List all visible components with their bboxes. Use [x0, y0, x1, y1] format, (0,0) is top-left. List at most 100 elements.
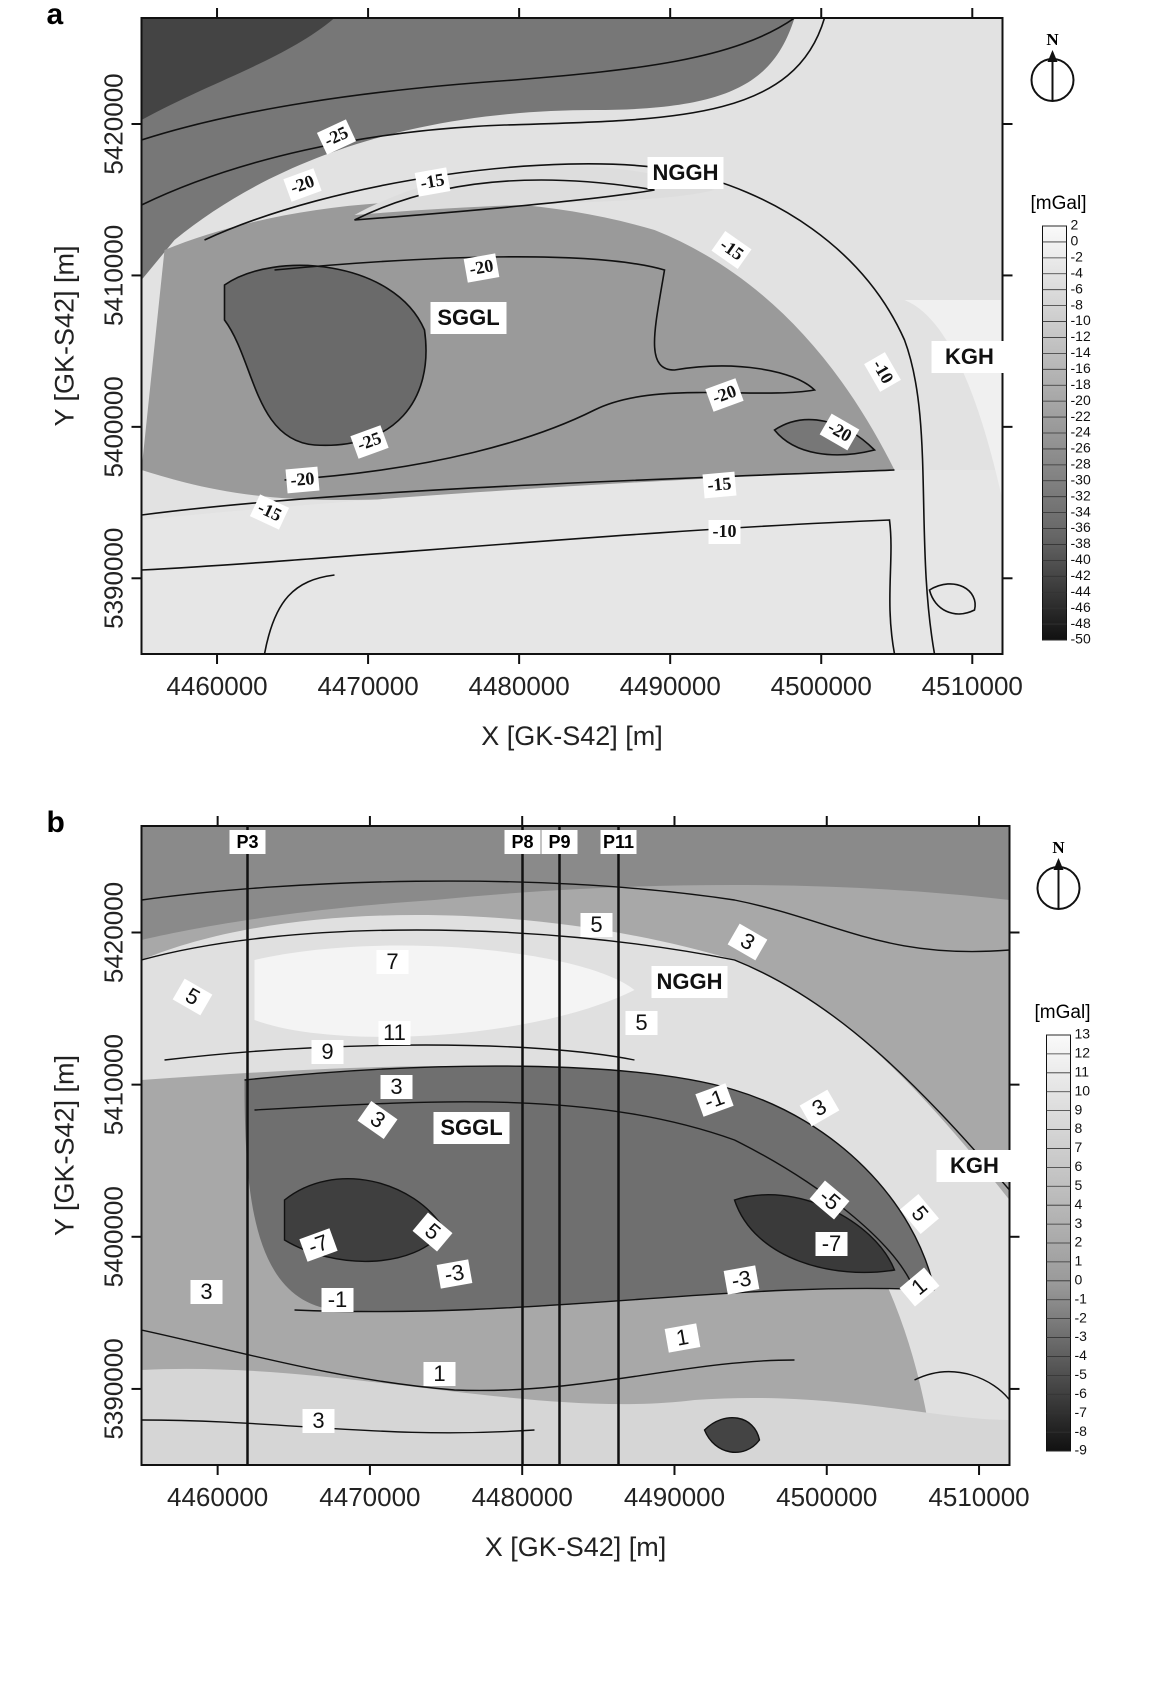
panel-label: b: [47, 806, 65, 839]
colorbar-tick-label: -26: [1071, 440, 1091, 456]
contour-label-box: [815, 1232, 848, 1256]
colorbar-unit: [mGal]: [1035, 1002, 1091, 1023]
x-tick-label: 4490000: [620, 671, 721, 701]
region-label-box: [936, 1150, 1013, 1182]
colorbar-tick-label: 2: [1075, 1234, 1083, 1250]
colorbar-tick-label: -2: [1071, 249, 1084, 265]
contour-label: -25: [316, 119, 357, 155]
contour-label: 7: [376, 949, 409, 974]
contour-label: 3: [357, 1100, 398, 1140]
north-label: N: [1046, 30, 1059, 49]
region-label: KGH: [950, 1153, 999, 1178]
y-tick-label: 5400000: [98, 1186, 128, 1287]
x-tick-label: 4490000: [624, 1482, 725, 1512]
colorbar-tick-label: -3: [1075, 1328, 1088, 1344]
contour-label: 5: [580, 912, 613, 937]
colorbar-tick-label: -36: [1071, 519, 1091, 535]
contour-label-box: [321, 1288, 354, 1312]
y-axis-label: Y [GK-S42] [m]: [50, 245, 80, 426]
region-label: SGGL: [440, 1115, 502, 1140]
profile-label: P3: [236, 832, 258, 852]
profile-label-box: [229, 830, 266, 854]
colorbar-tick-label: -32: [1071, 487, 1091, 503]
contour-label-box: [436, 1259, 473, 1289]
region-label-box: [647, 157, 724, 189]
contour-label: 11: [378, 1020, 411, 1045]
contour-label: -7: [299, 1228, 338, 1262]
colorbar-tick-label: -8: [1075, 1423, 1088, 1439]
colorbar-tick-label: -44: [1071, 583, 1091, 599]
contour-label-box: [711, 230, 752, 270]
contour-label-text: 1: [433, 1361, 445, 1386]
colorbar-tick-label: -6: [1071, 280, 1084, 296]
x-tick-label: 4500000: [776, 1482, 877, 1512]
contour-label-box: [727, 923, 768, 961]
colorbar-tick-label: 7: [1075, 1139, 1083, 1155]
contour-label: -3: [436, 1259, 473, 1289]
contour-label-text: 3: [390, 1074, 402, 1099]
contour-label-box: [819, 413, 860, 451]
contour-label-box: [249, 494, 290, 530]
contour-label-box: [414, 167, 451, 197]
colorbar-tick-label: -9: [1075, 1442, 1088, 1458]
colorbar-tick-label: -30: [1071, 471, 1091, 487]
profile-label-box: [504, 830, 541, 854]
colorbar-tick-label: -12: [1071, 328, 1091, 344]
colorbar-tick-label: 9: [1075, 1101, 1083, 1117]
colorbar-tick-label: -50: [1071, 631, 1091, 647]
contour-label-box: [705, 378, 744, 412]
contour-label: -20: [705, 378, 744, 412]
contour-label-text: 5: [590, 912, 602, 937]
contour-label-box: [664, 1323, 701, 1353]
colorbar-tick-label: -16: [1071, 360, 1091, 376]
colorbar-tick-label: -40: [1071, 551, 1091, 567]
colorbar-unit: [mGal]: [1031, 193, 1087, 214]
profile-label: P9: [548, 832, 570, 852]
colorbar-tick-label: 10: [1075, 1082, 1091, 1098]
x-tick-label: 4470000: [319, 1482, 420, 1512]
contour-label: 1: [899, 1267, 940, 1307]
colorbar-tick-label: -4: [1075, 1347, 1088, 1363]
contour-label-box: [463, 253, 500, 283]
contour-label-text: -3: [730, 1265, 754, 1293]
contour-label-box: [190, 1280, 223, 1304]
colorbar-tick-label: -14: [1071, 344, 1091, 360]
region-label: NGGH: [657, 969, 723, 994]
colorbar-tick-label: 3: [1075, 1215, 1083, 1231]
colorbar-tick-label: -42: [1071, 567, 1091, 583]
contour-label: 5: [172, 978, 213, 1016]
y-tick-label: 5390000: [98, 528, 128, 629]
contour-label-box: [357, 1100, 398, 1140]
colorbar-tick-label: -6: [1075, 1385, 1088, 1401]
map-frame: [140, 825, 1011, 1466]
contour-label: -3: [723, 1265, 760, 1295]
colorbar-tick-label: -8: [1071, 296, 1084, 312]
contour-label-box: [864, 352, 901, 392]
contour-label: 1: [423, 1361, 456, 1386]
x-tick-label: 4510000: [922, 671, 1023, 701]
contour-label-box: [900, 1194, 939, 1234]
colorbar-tick-label: -46: [1071, 599, 1091, 615]
region-label: SGGL: [437, 305, 499, 330]
contour-label: 3: [302, 1408, 335, 1433]
profile-label-box: [541, 830, 578, 854]
contour-label-text: -1: [328, 1287, 348, 1312]
contour-label: -15: [414, 167, 451, 197]
y-tick-label: 5420000: [98, 73, 128, 174]
contour-label: 1: [664, 1323, 701, 1353]
colorbar-tick-label: 13: [1075, 1026, 1091, 1042]
colorbar-tick-label: 4: [1075, 1196, 1083, 1212]
contour-label-box: [299, 1228, 338, 1262]
contour-label: -20: [463, 253, 500, 283]
colorbar-tick-label: -5: [1075, 1366, 1088, 1382]
region-label: KGH: [945, 344, 994, 369]
colorbar-tick-label: -2: [1075, 1309, 1088, 1325]
contour-label-box: [412, 1212, 453, 1252]
x-tick-label: 4480000: [469, 671, 570, 701]
x-tick-label: 4500000: [771, 671, 872, 701]
x-tick-label: 4510000: [928, 1482, 1029, 1512]
x-tick-label: 4460000: [166, 671, 267, 701]
contour-label-box: [799, 1089, 840, 1127]
north-arrow: [1047, 50, 1058, 62]
colorbar-tick-label: -48: [1071, 615, 1091, 631]
